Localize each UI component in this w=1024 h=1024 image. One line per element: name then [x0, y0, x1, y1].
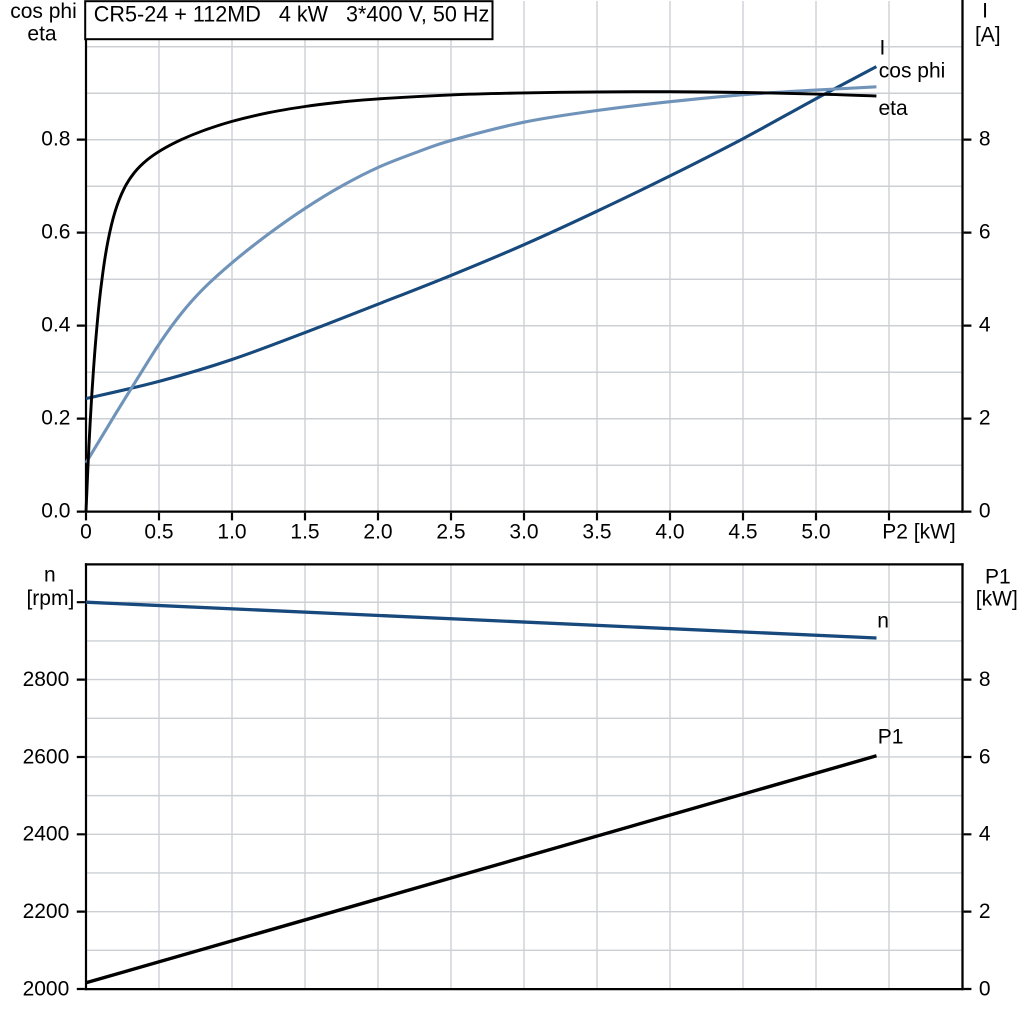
- svg-text:0.5: 0.5: [144, 520, 173, 543]
- svg-text:P1: P1: [985, 565, 1011, 588]
- svg-text:[rpm]: [rpm]: [26, 587, 74, 610]
- svg-text:0: 0: [979, 500, 991, 523]
- svg-text:[A]: [A]: [975, 24, 1001, 47]
- svg-text:I: I: [880, 36, 886, 59]
- svg-text:P1: P1: [878, 725, 904, 748]
- svg-text:6: 6: [979, 745, 991, 768]
- svg-text:cos phi: cos phi: [879, 59, 946, 82]
- svg-text:0: 0: [80, 520, 92, 543]
- svg-text:4.5: 4.5: [728, 520, 757, 543]
- svg-text:4: 4: [979, 823, 991, 846]
- svg-text:6: 6: [979, 221, 991, 244]
- svg-text:5.0: 5.0: [801, 520, 830, 543]
- svg-text:0.4: 0.4: [41, 314, 71, 337]
- svg-text:3.5: 3.5: [582, 520, 611, 543]
- svg-text:2000: 2000: [23, 977, 70, 1000]
- svg-text:2: 2: [979, 407, 991, 430]
- svg-text:2.0: 2.0: [363, 520, 392, 543]
- svg-text:eta: eta: [879, 97, 909, 120]
- svg-text:[kW]: [kW]: [976, 588, 1018, 611]
- svg-text:n: n: [44, 564, 56, 587]
- svg-text:2400: 2400: [23, 823, 70, 846]
- svg-text:2200: 2200: [23, 900, 70, 923]
- svg-text:0.6: 0.6: [41, 221, 70, 244]
- svg-text:0: 0: [979, 977, 991, 1000]
- svg-text:n: n: [877, 610, 889, 633]
- svg-text:CR5-24 + 112MD 4 kW 3*400: CR5-24 + 112MD 4 kW 3*400 V, 50 Hz: [94, 2, 490, 27]
- svg-text:8: 8: [979, 668, 991, 691]
- svg-text:3.0: 3.0: [509, 520, 538, 543]
- svg-text:0.0: 0.0: [41, 500, 70, 523]
- svg-text:1.0: 1.0: [217, 520, 246, 543]
- svg-text:I: I: [982, 0, 988, 23]
- svg-text:2600: 2600: [23, 745, 70, 768]
- svg-text:0.8: 0.8: [41, 128, 70, 151]
- svg-text:eta: eta: [27, 22, 57, 45]
- svg-text:8: 8: [979, 128, 991, 151]
- svg-text:0.2: 0.2: [41, 407, 70, 430]
- svg-text:1.5: 1.5: [290, 520, 319, 543]
- svg-text:2: 2: [979, 900, 991, 923]
- svg-text:2.5: 2.5: [436, 520, 465, 543]
- svg-text:P2 [kW]: P2 [kW]: [882, 520, 956, 543]
- svg-text:4.0: 4.0: [655, 520, 684, 543]
- svg-text:cos phi: cos phi: [10, 0, 77, 23]
- svg-text:4: 4: [979, 314, 991, 337]
- svg-text:2800: 2800: [23, 668, 70, 691]
